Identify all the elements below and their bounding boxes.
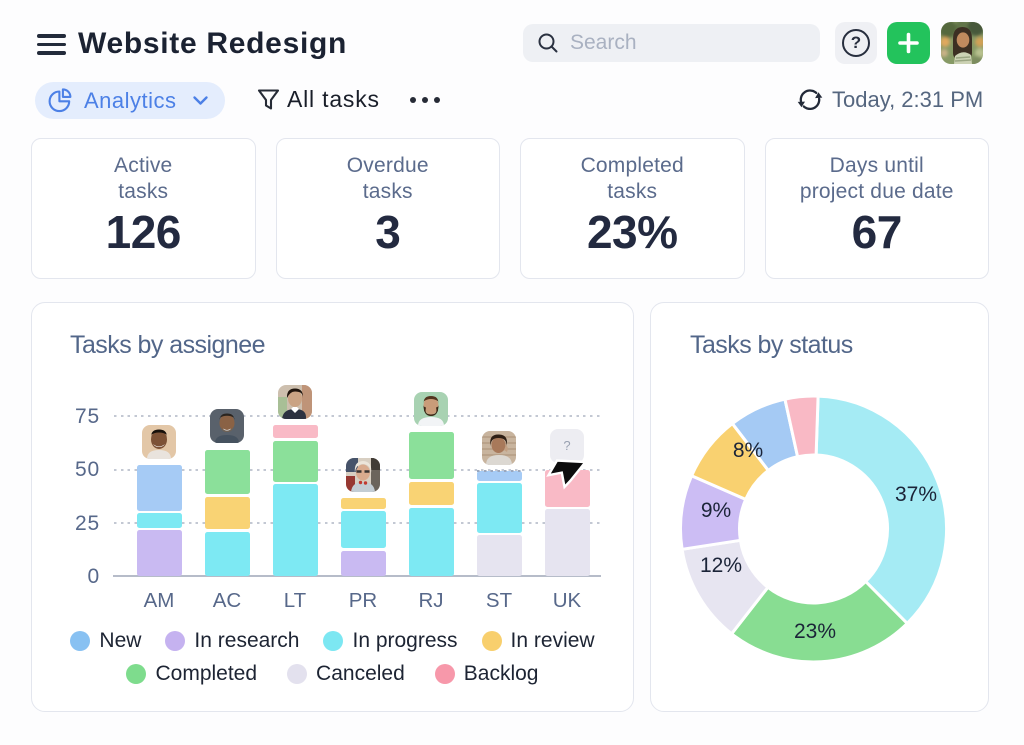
svg-text:37%: 37% <box>895 483 937 506</box>
svg-text:8%: 8% <box>733 439 763 462</box>
svg-text:9%: 9% <box>701 499 731 522</box>
svg-text:23%: 23% <box>794 620 836 643</box>
svg-text:12%: 12% <box>700 554 742 577</box>
